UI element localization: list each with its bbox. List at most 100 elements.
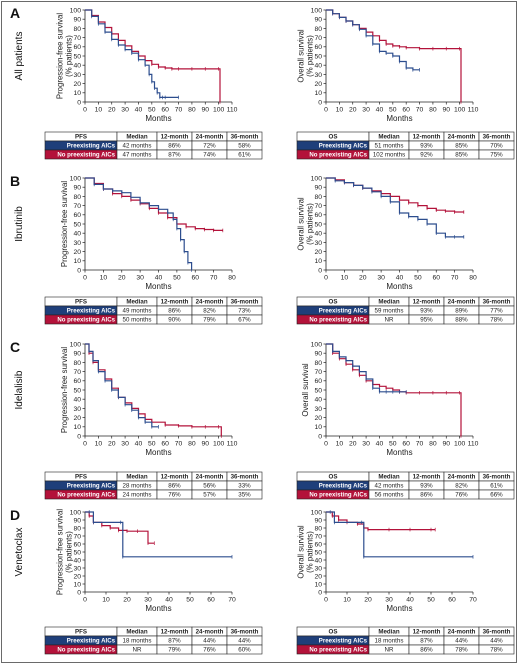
x-tick-label: 10 bbox=[336, 107, 344, 114]
table-row-label: Preexisting AICs bbox=[67, 483, 116, 490]
table-cell-value: 60% bbox=[238, 647, 251, 654]
y-tick-label: 40 bbox=[73, 397, 81, 404]
table-column-header: 24-month bbox=[448, 134, 476, 141]
x-tick-label: 110 bbox=[227, 441, 238, 448]
y-tick-label: 50 bbox=[314, 549, 322, 556]
table-cell-value: 42 months bbox=[123, 143, 152, 150]
y-axis-label: (% patients) bbox=[306, 203, 315, 245]
y-tick-label: 40 bbox=[73, 63, 81, 70]
y-tick-label: 30 bbox=[314, 565, 322, 572]
table-column-header: Median bbox=[126, 629, 148, 636]
x-tick-label: 90 bbox=[442, 441, 450, 448]
y-tick-label: 20 bbox=[73, 573, 81, 580]
y-tick-label: 70 bbox=[73, 369, 81, 376]
table-column-header: Median bbox=[378, 474, 400, 481]
y-tick-label: 100 bbox=[70, 175, 82, 182]
table-column-header: 36-month bbox=[483, 629, 511, 636]
table-cell-value: 77% bbox=[490, 308, 503, 315]
x-tick-label: 0 bbox=[83, 597, 87, 604]
x-tick-label: 70 bbox=[210, 275, 218, 282]
y-tick-label: 50 bbox=[73, 53, 81, 60]
table-cell bbox=[478, 314, 515, 325]
table-row-label: Preexisting AICs bbox=[319, 143, 368, 150]
x-tick-label: 80 bbox=[429, 107, 437, 114]
x-tick-label: 70 bbox=[175, 441, 183, 448]
table-cell-value: 18 months bbox=[123, 638, 152, 645]
x-tick-label: 80 bbox=[469, 275, 477, 282]
y-tick-label: 60 bbox=[73, 44, 81, 51]
y-tick-label: 100 bbox=[70, 7, 82, 14]
x-axis-label: Months bbox=[386, 604, 412, 613]
x-tick-label: 60 bbox=[432, 275, 440, 282]
table-column-header: Median bbox=[378, 629, 400, 636]
table-cell-value: 93% bbox=[420, 308, 433, 315]
y-axis-label: Overall survival bbox=[297, 197, 306, 251]
x-tick-label: 60 bbox=[448, 597, 456, 604]
y-tick-label: 100 bbox=[311, 341, 323, 348]
x-tick-label: 30 bbox=[144, 597, 152, 604]
table-cell-value: 87% bbox=[420, 638, 433, 645]
table-cell-value: NR bbox=[133, 647, 142, 654]
x-tick-label: 20 bbox=[108, 441, 116, 448]
x-tick-label: 20 bbox=[349, 107, 357, 114]
table-column-header: 24-month bbox=[196, 629, 224, 636]
x-tick-label: 40 bbox=[396, 275, 404, 282]
results-table: OS Median 12-month 24-month 36-month Preexist… bbox=[296, 296, 515, 325]
y-tick-label: 100 bbox=[311, 175, 323, 182]
panel-letter: D bbox=[10, 507, 20, 523]
table-cell bbox=[226, 489, 263, 500]
table-cell-value: 66% bbox=[490, 492, 503, 499]
y-axis-label: Progression-free survival bbox=[56, 13, 65, 99]
table-cell bbox=[226, 644, 263, 655]
y-tick-label: 20 bbox=[314, 81, 322, 88]
y-tick-label: 40 bbox=[73, 557, 81, 564]
x-tick-label: 40 bbox=[155, 275, 163, 282]
table-cell-value: 82% bbox=[455, 483, 468, 490]
y-tick-label: 90 bbox=[314, 517, 322, 524]
table-column-header: 36-month bbox=[483, 299, 511, 306]
y-tick-label: 60 bbox=[314, 44, 322, 51]
x-tick-label: 30 bbox=[121, 441, 129, 448]
y-tick-label: 70 bbox=[314, 369, 322, 376]
x-tick-label: 70 bbox=[416, 107, 424, 114]
table-cell-value: 88% bbox=[455, 317, 468, 324]
panel-letter: B bbox=[10, 173, 20, 189]
table-cell-value: 78% bbox=[455, 647, 468, 654]
y-tick-label: 40 bbox=[314, 63, 322, 70]
y-tick-label: 30 bbox=[314, 240, 322, 247]
y-tick-label: 50 bbox=[73, 387, 81, 394]
x-tick-label: 50 bbox=[389, 107, 397, 114]
x-tick-label: 100 bbox=[213, 107, 225, 114]
y-tick-label: 10 bbox=[314, 424, 322, 431]
table-metric-header: OS bbox=[329, 474, 338, 481]
table-column-header: 12-month bbox=[413, 474, 441, 481]
x-tick-label: 110 bbox=[227, 107, 238, 114]
table-cell-value: 70% bbox=[490, 143, 503, 150]
table-metric-header: PFS bbox=[75, 474, 87, 481]
x-axis-label: Months bbox=[145, 282, 171, 291]
x-tick-label: 50 bbox=[148, 441, 156, 448]
x-tick-label: 50 bbox=[414, 275, 422, 282]
row-label: Idelalisib bbox=[14, 370, 25, 409]
table-metric-header: OS bbox=[329, 629, 338, 636]
y-tick-label: 90 bbox=[73, 517, 81, 524]
table-row-label: No preexisting AICs bbox=[57, 152, 115, 159]
table-column-header: 12-month bbox=[161, 134, 189, 141]
table-cell-value: 87% bbox=[168, 638, 181, 645]
y-tick-label: 50 bbox=[314, 53, 322, 60]
table-column-header: 24-month bbox=[196, 134, 224, 141]
series-line-no-preexisting bbox=[85, 343, 222, 436]
y-tick-label: 20 bbox=[314, 249, 322, 256]
table-cell-value: 86% bbox=[168, 143, 181, 150]
km-panel-B-pfs: 0 10 20 30 40 50 60 70 80 90 100 0 10 20 30 40 50 60 70 80 M… bbox=[44, 175, 263, 325]
y-tick-label: 30 bbox=[73, 72, 81, 79]
table-column-header: Median bbox=[378, 134, 400, 141]
km-panel-C-pfs: 0 10 20 30 40 50 60 70 80 90 100 0 10 20 30 40 50 60 70 80 9… bbox=[44, 341, 263, 500]
table-column-header: 12-month bbox=[161, 474, 189, 481]
x-axis-label: Months bbox=[145, 448, 171, 457]
table-cell-value: 61% bbox=[238, 152, 251, 159]
y-axis-label: Overall survival bbox=[297, 525, 306, 579]
table-cell-value: 93% bbox=[420, 143, 433, 150]
results-table: PFS Median 12-month 24-month 36-month Preexis… bbox=[44, 131, 263, 160]
